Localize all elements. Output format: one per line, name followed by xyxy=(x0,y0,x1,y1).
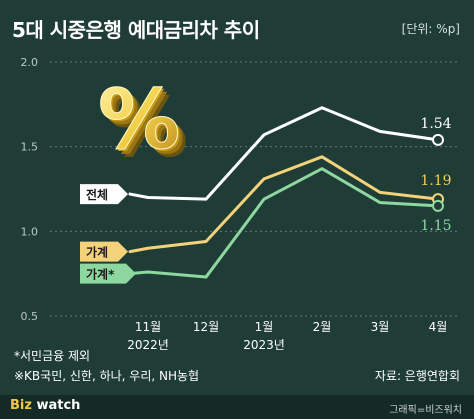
footnotes: *서민금융 제외 ※KB국민, 신한, 하나, 우리, NH농협 xyxy=(14,346,199,386)
x-tick-year: 2023년 xyxy=(243,338,285,352)
x-tick-month: 2월 xyxy=(313,320,332,334)
x-tick-month: 1월 xyxy=(255,320,274,334)
series-end-marker-2 xyxy=(432,199,444,212)
y-tick-label: 2.0 xyxy=(21,56,39,69)
series-end-value: 1.15 xyxy=(420,218,451,234)
footnote-excluding: *서민금융 제외 xyxy=(14,349,91,363)
series-tag-0 xyxy=(80,184,128,205)
series-end-value: 1.19 xyxy=(420,173,451,189)
percent-symbol-shadow: % xyxy=(103,78,185,173)
percent-symbol: % xyxy=(98,73,180,168)
series-end-value: 1.54 xyxy=(420,116,451,132)
series-tag-2 xyxy=(80,263,136,284)
footnote-banks: ※KB국민, 신한, 하나, 우리, NH농협 xyxy=(14,369,200,383)
series-name-label: 전체 xyxy=(86,187,108,202)
x-tick-month: 3월 xyxy=(371,320,390,334)
series-name-label: 가계 xyxy=(86,245,108,260)
unit-label: [단위: %p] xyxy=(401,22,460,36)
chart-title: 5대 시중은행 예대금리차 추이 xyxy=(12,18,260,42)
graphic-credit: 그래픽=비즈워치 xyxy=(389,405,462,416)
x-tick-month: 12월 xyxy=(193,320,219,334)
series-line-1 xyxy=(128,155,440,254)
y-tick-label: 1.0 xyxy=(21,225,39,238)
x-tick-month: 4월 xyxy=(429,320,448,334)
series-line-0 xyxy=(128,106,440,201)
footer-bar: Biz watch 그래픽=비즈워치 xyxy=(0,395,474,419)
y-tick-label: 0.5 xyxy=(21,310,39,323)
bizwatch-logo: Biz watch xyxy=(10,398,81,413)
source-label: 자료: 은행연합회 xyxy=(374,369,460,383)
series-end-marker-0 xyxy=(432,133,444,146)
series-name-label: 가계* xyxy=(86,267,115,282)
series-line-2 xyxy=(128,167,440,279)
x-tick-month: 11월 xyxy=(135,320,161,334)
percent-symbol-shadow: % xyxy=(106,81,188,176)
x-tick-year: 2022년 xyxy=(127,338,169,352)
percent-symbol-shadow: % xyxy=(100,75,182,170)
series-tag-1 xyxy=(80,241,128,262)
y-tick-label: 1.5 xyxy=(21,141,39,154)
